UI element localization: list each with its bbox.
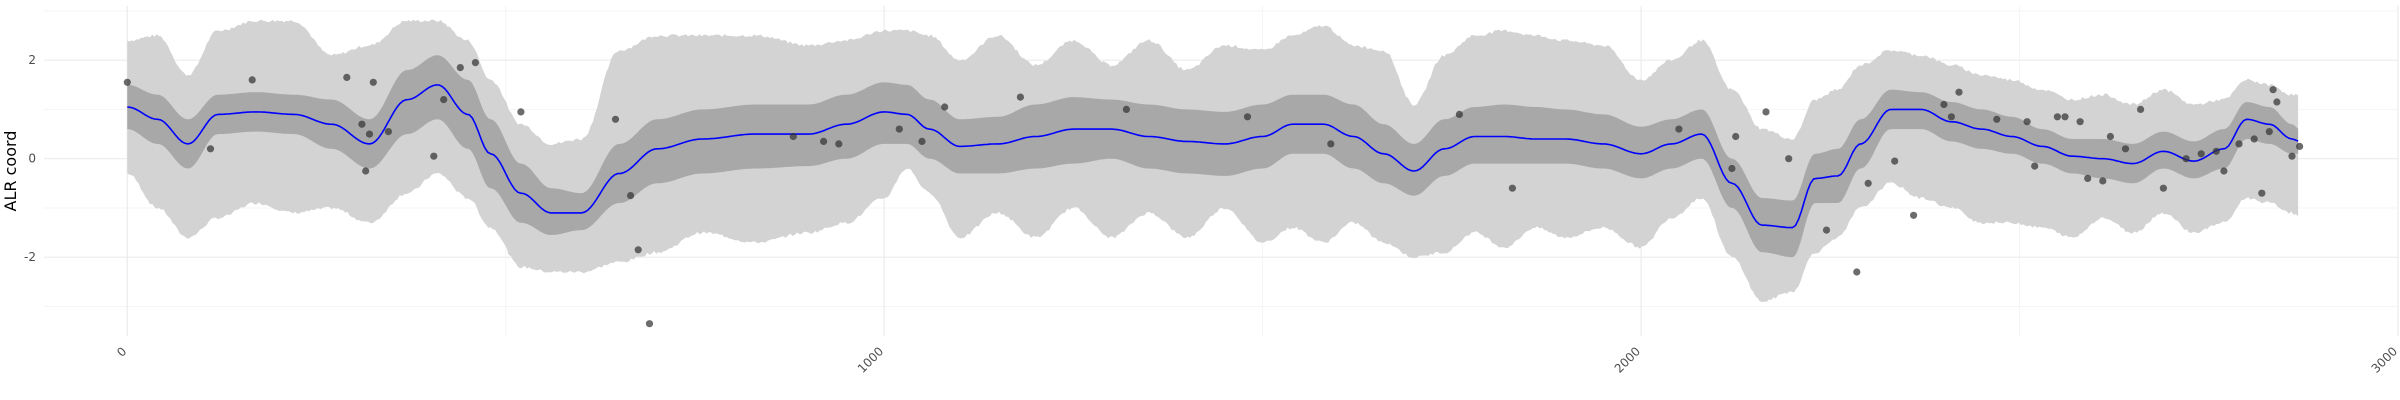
data-point	[1940, 100, 1948, 109]
data-point	[2235, 140, 2243, 148]
data-point	[1455, 110, 1463, 118]
data-point	[1243, 113, 1252, 121]
data-point	[2296, 142, 2304, 150]
data-points	[123, 59, 2304, 328]
inner-confidence-band	[127, 55, 2299, 258]
data-point	[2250, 135, 2258, 143]
data-point	[384, 128, 392, 136]
data-point	[895, 125, 903, 133]
data-point	[2099, 177, 2107, 185]
data-point	[206, 145, 215, 153]
data-point	[1675, 125, 1683, 133]
data-point	[430, 152, 438, 160]
data-point	[627, 192, 635, 200]
data-point	[1947, 113, 1955, 121]
data-point	[248, 76, 256, 84]
data-point	[358, 120, 366, 128]
data-point	[343, 73, 351, 81]
x-tick-label: 0	[114, 344, 129, 359]
x-tick-label: 3000	[2369, 344, 2400, 375]
data-point	[820, 137, 828, 145]
data-point	[365, 130, 374, 138]
data-point	[2121, 145, 2130, 153]
data-point	[1732, 132, 1740, 141]
data-point	[2137, 105, 2145, 113]
y-tick-label: 0	[28, 152, 36, 166]
mean-line-layer	[127, 84, 2299, 229]
data-point	[835, 140, 843, 148]
y-axis-title: ALR coord	[1, 131, 20, 212]
data-point	[369, 78, 377, 86]
inner-confidence-band-layer	[127, 55, 2299, 258]
data-point	[611, 115, 620, 123]
data-point	[517, 108, 525, 116]
data-point	[2212, 147, 2220, 155]
data-point	[471, 59, 479, 67]
data-point	[1728, 164, 1736, 173]
data-point	[1853, 268, 1861, 276]
mean-line	[127, 84, 2299, 229]
data-point	[123, 78, 131, 86]
data-point	[2269, 86, 2277, 94]
data-point	[1993, 115, 2001, 123]
data-point	[789, 132, 797, 141]
data-point	[1955, 88, 1963, 96]
data-point	[362, 167, 370, 175]
y-tick-label: -2	[24, 250, 36, 264]
data-point	[2159, 184, 2167, 192]
x-tick-label: 2000	[1612, 344, 1643, 375]
data-point	[2061, 113, 2069, 121]
data-point	[1508, 184, 1516, 192]
data-point	[2220, 167, 2228, 175]
data-point	[2031, 162, 2039, 170]
data-point	[2273, 98, 2281, 106]
data-point	[918, 137, 926, 145]
data-point	[634, 246, 642, 254]
data-point	[1822, 226, 1831, 234]
data-point	[2076, 118, 2084, 126]
data-point	[440, 96, 448, 104]
data-point	[2053, 113, 2061, 121]
data-point	[2288, 152, 2296, 160]
data-point	[2106, 132, 2114, 141]
x-axis-ticks: 0 1000 2000 3000	[114, 344, 2400, 376]
data-point	[1864, 179, 1872, 187]
data-point	[645, 320, 654, 328]
data-point	[2084, 174, 2092, 182]
data-point	[1891, 157, 1899, 165]
x-tick-label: 1000	[855, 344, 886, 375]
data-point	[1327, 140, 1335, 148]
data-point	[1016, 93, 1024, 101]
data-point	[1785, 155, 1793, 163]
data-point	[2023, 118, 2031, 126]
data-point	[1122, 105, 1130, 113]
data-point	[1910, 211, 1918, 219]
data-point	[1762, 108, 1770, 116]
data-point	[2182, 155, 2190, 163]
data-point	[941, 103, 949, 111]
data-point	[2258, 189, 2266, 197]
data-point	[456, 64, 464, 72]
y-axis-ticks: -2 0 2	[24, 53, 36, 264]
data-point	[2265, 128, 2273, 136]
y-tick-label: 2	[28, 53, 36, 67]
data-point	[2197, 150, 2205, 158]
